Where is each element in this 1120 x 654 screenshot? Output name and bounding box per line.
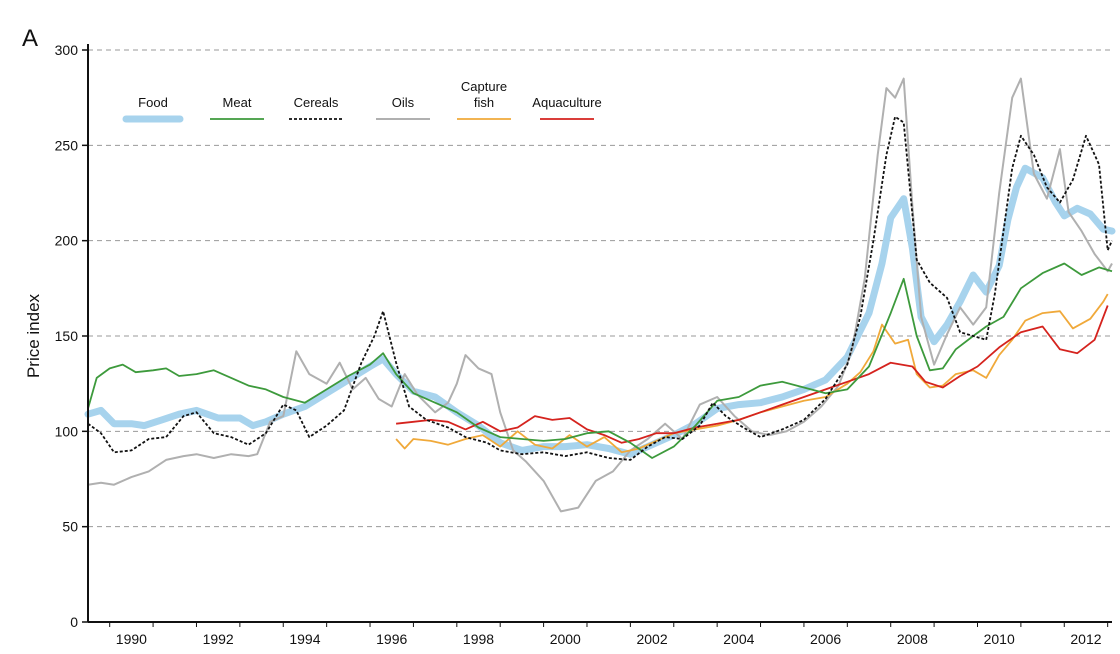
legend-label-line2: fish <box>474 95 494 110</box>
axes: 0 50 100 150 200 250 300 1990 1992 1994 1996 1998 20… <box>55 42 1112 647</box>
x-tick-label: 2008 <box>897 631 928 647</box>
panel-label: A <box>22 25 38 52</box>
series-line-meat <box>87 262 1113 459</box>
y-tick-label: 200 <box>55 233 79 249</box>
x-tick-label: 2002 <box>636 631 667 647</box>
y-tick-label: 50 <box>62 519 78 535</box>
x-tick-label: 1996 <box>376 631 407 647</box>
y-tick-label: 300 <box>55 42 79 58</box>
x-tick-label: 1990 <box>116 631 147 647</box>
x-tick-label: 2000 <box>550 631 581 647</box>
series-line-cereals <box>87 115 1113 461</box>
legend-label: Capture <box>461 79 507 94</box>
x-tick-label: 2012 <box>1070 631 1101 647</box>
y-axis-title: Price index <box>24 293 43 378</box>
legend-label: Aquaculture <box>532 95 601 110</box>
legend-label: Meat <box>223 95 252 110</box>
y-tick-label: 100 <box>55 423 79 439</box>
x-tick-label: 1992 <box>203 631 234 647</box>
series-lines <box>84 77 1116 513</box>
x-tick-label: 1994 <box>289 631 320 647</box>
x-tick-label: 1998 <box>463 631 494 647</box>
x-tick-label: 2010 <box>984 631 1015 647</box>
series-line-food <box>84 164 1116 458</box>
legend-label: Oils <box>392 95 415 110</box>
legend-label: Food <box>138 95 168 110</box>
x-tick-label: 2006 <box>810 631 841 647</box>
series-line-aquaculture <box>396 305 1109 444</box>
series-line-capture-fish <box>395 293 1109 454</box>
x-tick-label: 2004 <box>723 631 754 647</box>
y-tick-label: 250 <box>55 137 79 153</box>
y-tick-label: 150 <box>55 328 79 344</box>
legend-label: Cereals <box>294 95 339 110</box>
y-tick-label: 0 <box>70 614 78 630</box>
